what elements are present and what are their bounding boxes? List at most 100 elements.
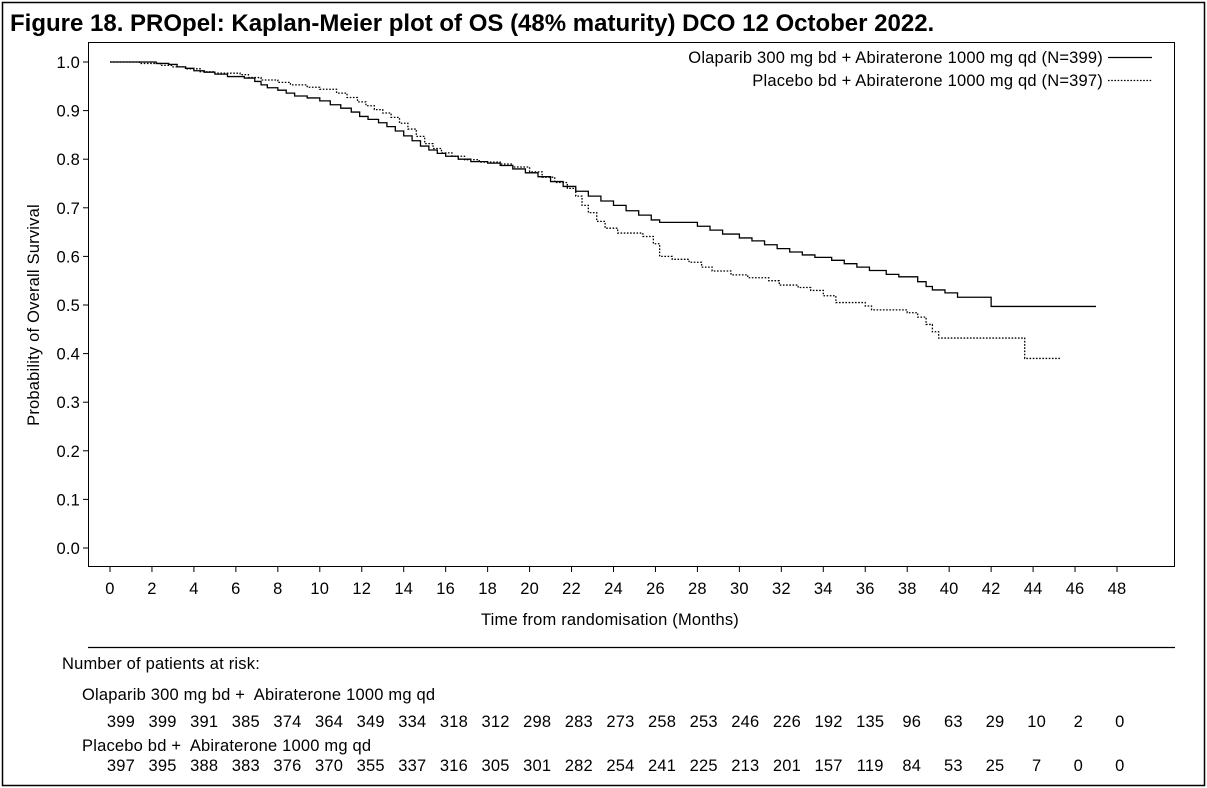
x-tick-label: 20 — [520, 580, 539, 598]
risk-count-placebo: 337 — [398, 757, 426, 775]
risk-count-olaparib: 2 — [1074, 713, 1083, 731]
y-tick-label: 0.1 — [56, 491, 80, 509]
x-tick-label: 32 — [772, 580, 791, 598]
legend: Olaparib 300 mg bd + Abiraterone 1000 mg… — [688, 49, 1152, 90]
y-tick-label: 0.6 — [56, 248, 80, 266]
risk-count-olaparib: 385 — [232, 713, 260, 731]
risk-count-olaparib: 399 — [149, 713, 177, 731]
risk-count-placebo: 0 — [1115, 757, 1124, 775]
risk-count-placebo: 395 — [149, 757, 177, 775]
risk-count-olaparib: 391 — [190, 713, 218, 731]
x-tick-label: 16 — [436, 580, 455, 598]
risk-count-placebo: 25 — [986, 757, 1005, 775]
risk-count-olaparib: 63 — [944, 713, 963, 731]
risk-count-placebo: 376 — [273, 757, 301, 775]
risk-count-placebo: 397 — [107, 757, 135, 775]
risk-count-olaparib: 283 — [565, 713, 593, 731]
x-tick-label: 28 — [688, 580, 707, 598]
risk-count-placebo: 355 — [357, 757, 385, 775]
x-tick-label: 14 — [394, 580, 413, 598]
y-tick-label: 0.7 — [56, 200, 80, 218]
y-tick-label: 0.0 — [56, 540, 80, 558]
y-axis: 0.0 0.1 0.2 0.3 0.4 0.5 0.6 0.7 0.8 0.9 1.0 — [56, 54, 88, 558]
risk-count-placebo: 157 — [814, 757, 842, 775]
x-tick-label: 26 — [646, 580, 665, 598]
risk-count-placebo: 388 — [190, 757, 218, 775]
x-axis: 0 2 4 6 8 10 12 14 16 18 20 22 24 26 28 30 32 34 36 38 40 42 4… — [105, 567, 1126, 598]
x-tick-label: 10 — [310, 580, 329, 598]
risk-table: Number of patients at risk: Olaparib 300… — [62, 655, 1124, 775]
risk-count-olaparib: 246 — [731, 713, 759, 731]
risk-row-label-placebo: Placebo bd + Abiraterone 1000 mg qd — [82, 737, 371, 755]
risk-count-olaparib: 253 — [690, 713, 718, 731]
risk-count-placebo: 53 — [944, 757, 963, 775]
risk-count-placebo: 201 — [773, 757, 801, 775]
risk-row-label-olaparib: Olaparib 300 mg bd + Abiraterone 1000 mg… — [82, 686, 435, 704]
risk-count-olaparib: 349 — [357, 713, 385, 731]
risk-count-placebo: 0 — [1074, 757, 1083, 775]
y-tick-label: 0.2 — [56, 443, 80, 461]
x-tick-label: 40 — [940, 580, 959, 598]
y-tick-label: 0.8 — [56, 151, 80, 169]
risk-count-olaparib: 29 — [986, 713, 1005, 731]
x-tick-label: 46 — [1066, 580, 1085, 598]
risk-count-olaparib: 298 — [523, 713, 551, 731]
y-tick-label: 0.9 — [56, 103, 80, 121]
risk-count-placebo: 370 — [315, 757, 343, 775]
x-tick-label: 42 — [982, 580, 1001, 598]
y-axis-label: Probability of Overall Survival — [25, 204, 43, 426]
x-tick-label: 30 — [730, 580, 749, 598]
risk-count-placebo: 301 — [523, 757, 551, 775]
x-tick-label: 36 — [856, 580, 875, 598]
risk-count-olaparib: 334 — [398, 713, 426, 731]
risk-count-placebo: 316 — [440, 757, 468, 775]
risk-count-placebo: 119 — [857, 757, 884, 775]
risk-count-placebo: 213 — [731, 757, 759, 775]
risk-count-placebo: 254 — [606, 757, 634, 775]
risk-count-olaparib: 273 — [606, 713, 634, 731]
series-line-olaparib — [110, 61, 1097, 308]
x-tick-label: 6 — [231, 580, 240, 598]
risk-count-olaparib: 374 — [273, 713, 301, 731]
legend-label-olaparib: Olaparib 300 mg bd + Abiraterone 1000 mg… — [688, 49, 1103, 67]
y-tick-label: 0.4 — [56, 346, 80, 364]
risk-count-placebo: 7 — [1032, 757, 1041, 775]
risk-count-olaparib: 399 — [107, 713, 135, 731]
risk-row-placebo: 397 395 388 383 376 370 355 337 316 305 301 282 254 2… — [107, 757, 1124, 775]
x-tick-label: 24 — [604, 580, 623, 598]
y-tick-label: 1.0 — [56, 54, 80, 72]
y-tick-label: 0.5 — [56, 297, 80, 315]
x-tick-label: 12 — [352, 580, 371, 598]
risk-count-olaparib: 10 — [1027, 713, 1046, 731]
series-line-placebo — [110, 61, 1061, 360]
risk-count-olaparib: 0 — [1115, 713, 1124, 731]
risk-count-olaparib: 96 — [902, 713, 921, 731]
x-axis-label: Time from randomisation (Months) — [481, 611, 739, 629]
risk-count-placebo: 225 — [690, 757, 718, 775]
figure-title: Figure 18. PROpel: Kaplan-Meier plot of … — [10, 10, 934, 37]
risk-table-heading: Number of patients at risk: — [62, 655, 260, 673]
risk-count-placebo: 282 — [565, 757, 593, 775]
x-tick-label: 44 — [1024, 580, 1043, 598]
y-tick-label: 0.3 — [56, 394, 80, 412]
risk-count-olaparib: 226 — [773, 713, 801, 731]
x-tick-label: 34 — [814, 580, 833, 598]
risk-count-placebo: 84 — [902, 757, 921, 775]
risk-count-placebo: 383 — [232, 757, 260, 775]
x-tick-label: 18 — [478, 580, 497, 598]
x-tick-label: 8 — [273, 580, 282, 598]
risk-count-olaparib: 258 — [648, 713, 676, 731]
risk-count-olaparib: 192 — [814, 713, 842, 731]
x-tick-label: 22 — [562, 580, 581, 598]
plot-frame — [88, 42, 1175, 567]
x-tick-label: 4 — [189, 580, 198, 598]
risk-count-olaparib: 312 — [482, 713, 510, 731]
risk-count-placebo: 241 — [648, 757, 676, 775]
x-tick-label: 38 — [898, 580, 917, 598]
x-tick-label: 2 — [147, 580, 156, 598]
x-tick-label: 0 — [105, 580, 114, 598]
risk-count-placebo: 305 — [482, 757, 510, 775]
risk-row-olaparib: 399 399 391 385 374 364 349 334 318 312 298 283 273 2… — [107, 713, 1124, 731]
